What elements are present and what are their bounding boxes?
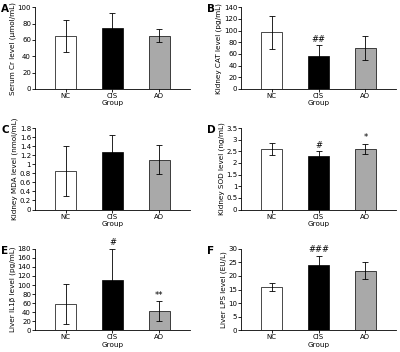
Bar: [261, 149, 282, 209]
Text: E: E: [1, 246, 8, 256]
Bar: [355, 271, 376, 330]
X-axis label: Group: Group: [101, 342, 124, 348]
Text: ###: ###: [308, 245, 329, 254]
Bar: [261, 287, 282, 330]
Y-axis label: Serum Cr level (μmol/mL): Serum Cr level (μmol/mL): [10, 2, 16, 95]
Y-axis label: Kidney SOD level (ng/mL): Kidney SOD level (ng/mL): [218, 122, 225, 215]
Text: #: #: [109, 238, 116, 247]
Bar: [55, 304, 76, 330]
Y-axis label: Kidney CAT level (pg/mL): Kidney CAT level (pg/mL): [216, 3, 222, 94]
Bar: [355, 48, 376, 89]
Bar: [261, 32, 282, 89]
Text: D: D: [208, 125, 216, 135]
Text: B: B: [208, 4, 216, 14]
Y-axis label: Kidney MDA level (nmol/mL): Kidney MDA level (nmol/mL): [12, 118, 18, 220]
Y-axis label: Liver LPS level (EU/L): Liver LPS level (EU/L): [220, 251, 227, 328]
X-axis label: Group: Group: [308, 342, 330, 348]
X-axis label: Group: Group: [101, 100, 124, 106]
Text: C: C: [1, 125, 9, 135]
Bar: [102, 152, 123, 209]
Bar: [102, 281, 123, 330]
Bar: [355, 149, 376, 209]
Bar: [149, 311, 170, 330]
Bar: [55, 36, 76, 89]
Bar: [102, 28, 123, 89]
Bar: [308, 56, 329, 89]
X-axis label: Group: Group: [308, 100, 330, 106]
X-axis label: Group: Group: [101, 221, 124, 227]
Text: **: **: [155, 291, 164, 300]
Text: #: #: [315, 141, 322, 150]
Y-axis label: Liver IL1β level (pg/mL): Liver IL1β level (pg/mL): [10, 247, 16, 332]
Text: *: *: [363, 133, 368, 142]
Bar: [55, 171, 76, 209]
Bar: [149, 160, 170, 209]
Bar: [149, 36, 170, 89]
Bar: [308, 156, 329, 209]
Text: A: A: [1, 4, 9, 14]
Text: ##: ##: [312, 34, 326, 44]
Text: F: F: [208, 246, 214, 256]
Bar: [308, 265, 329, 330]
X-axis label: Group: Group: [308, 221, 330, 227]
